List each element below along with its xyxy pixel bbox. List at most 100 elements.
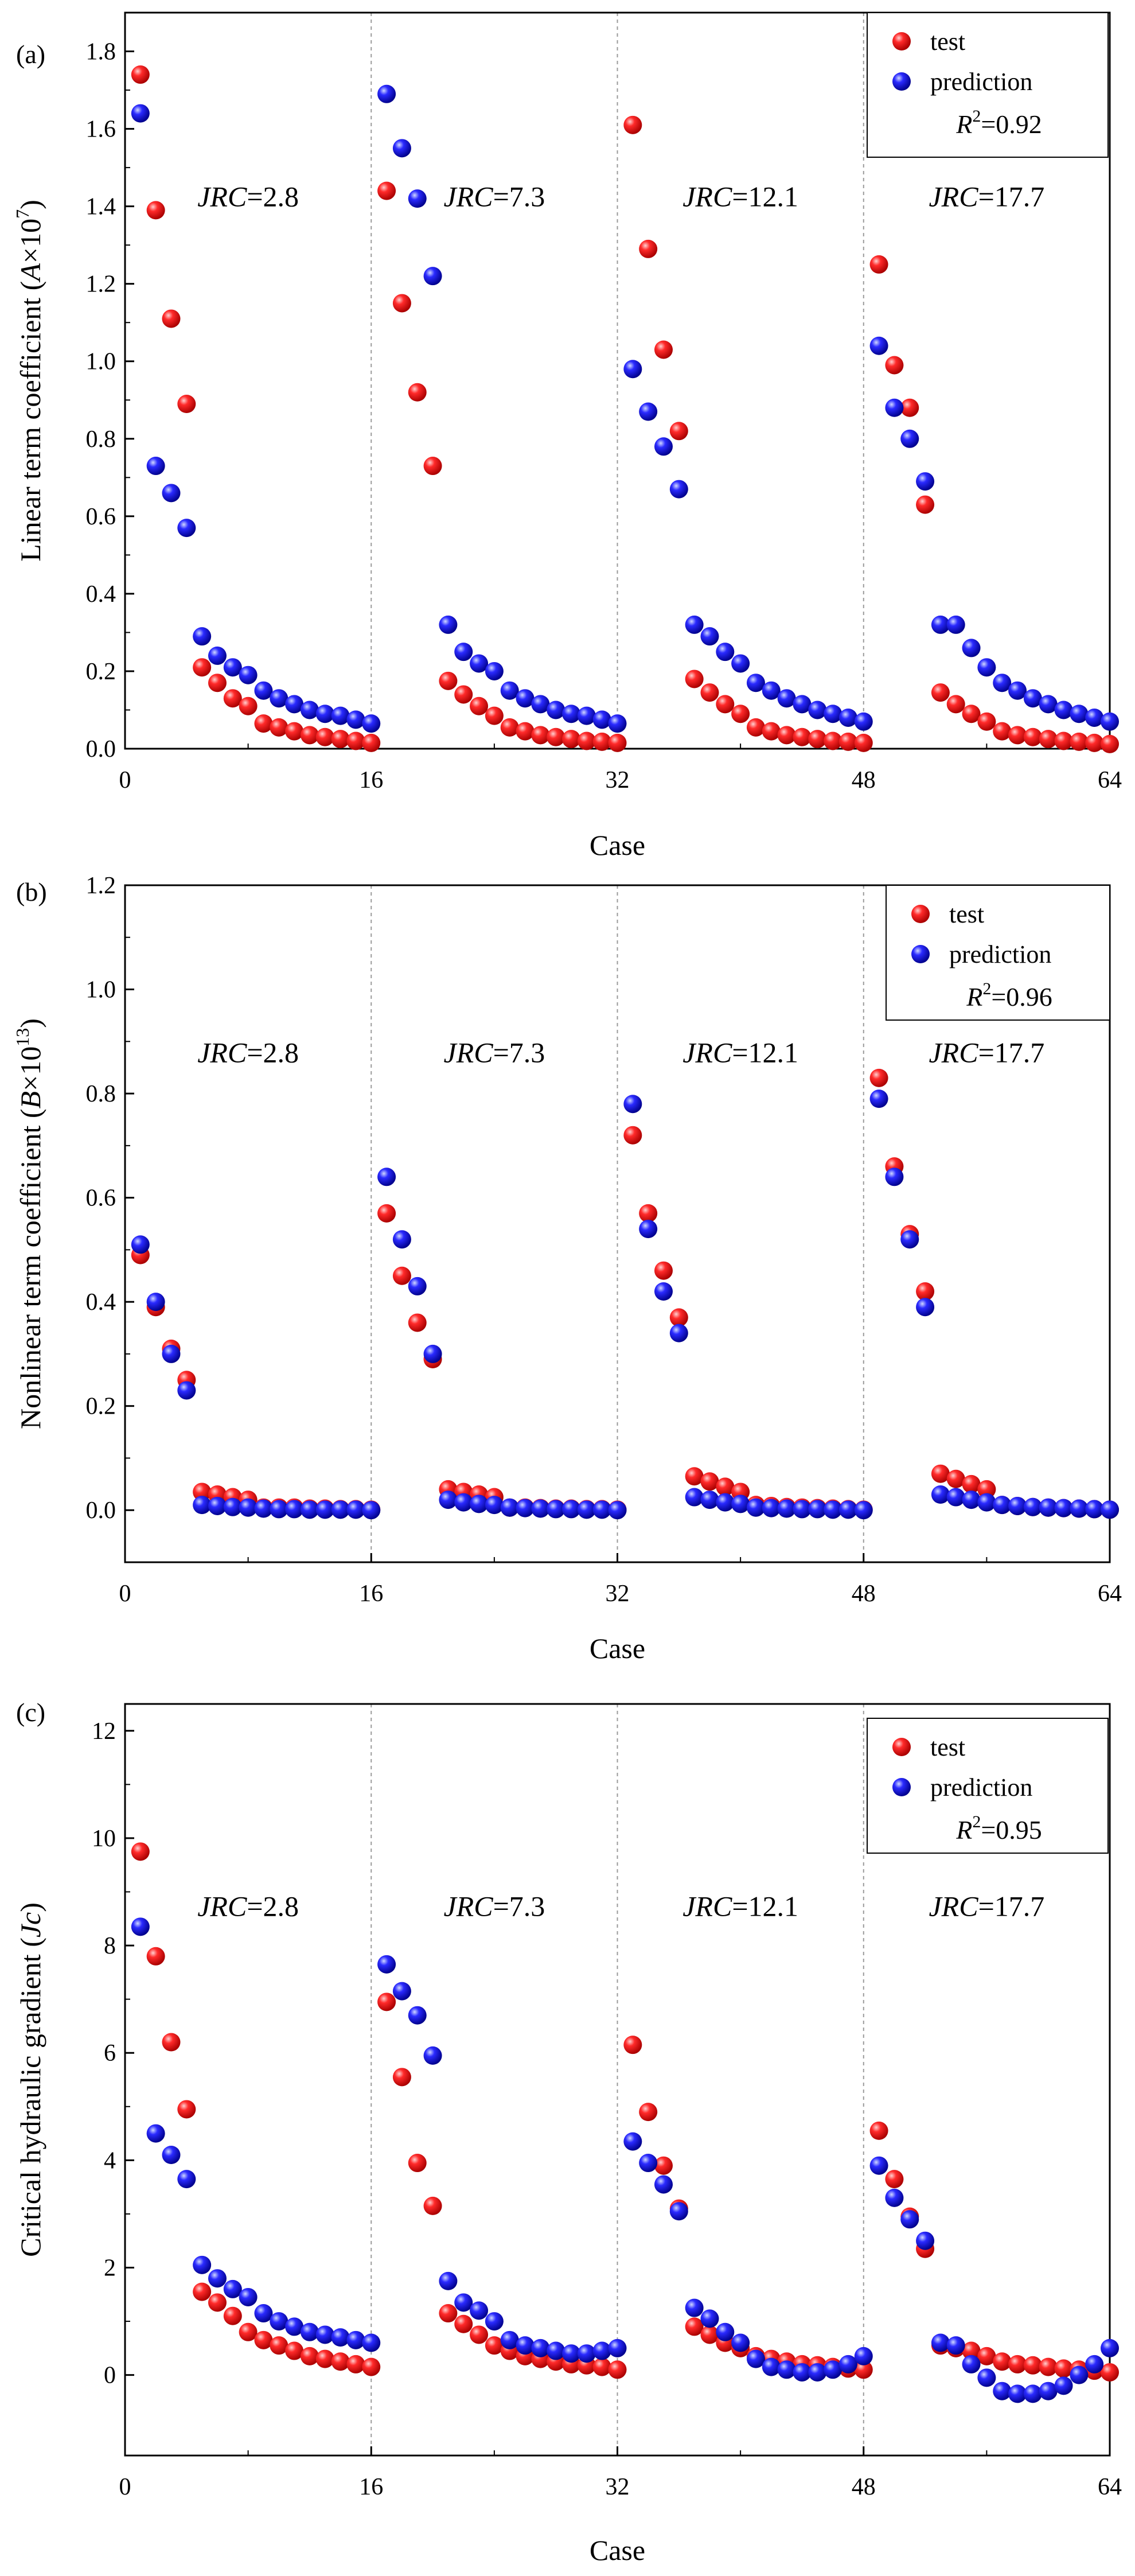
jrc-value: =7.3 [493,181,545,213]
prediction-point [669,2202,688,2221]
test-point [485,706,504,725]
y-tick-label: 0.6 [86,1185,116,1212]
test-point [1023,727,1042,746]
prediction-point [885,1168,904,1186]
test-point [639,1204,658,1223]
prediction-point [793,1500,812,1519]
prediction-point [777,2360,796,2379]
test-point [669,1308,688,1327]
prediction-point [285,695,304,714]
test-point [470,696,489,715]
test-point [946,1469,965,1488]
jrc-value: =7.3 [493,1890,545,1923]
y-axis-label-close: ) [14,200,46,209]
prediction-point [654,2175,673,2194]
prediction-point [470,654,489,673]
test-point [208,674,227,692]
y-tick-label: 0.0 [86,1497,116,1524]
prediction-point [531,2338,550,2357]
test-point [500,718,519,737]
prediction-point [685,615,704,634]
prediction-point [500,681,519,700]
test-point [408,2154,427,2173]
test-point [285,722,304,741]
prediction-point [700,1491,719,1509]
jrc-group-label: JRC=17.7 [929,1037,1044,1069]
prediction-point [700,627,719,646]
jrc-prefix: JRC [929,1890,978,1923]
prediction-point [639,402,658,421]
prediction-point [485,2312,504,2331]
r-squared-value: =0.96 [991,982,1052,1011]
prediction-point [793,695,812,714]
x-tick-label: 16 [359,767,383,793]
panel-label: (a) [16,40,45,69]
prediction-point [470,1495,489,1513]
prediction-point [962,2355,981,2373]
jrc-value: =17.7 [978,1890,1045,1923]
prediction-point [223,1497,242,1516]
test-point [793,727,812,746]
prediction-point [362,714,381,733]
prediction-point [131,1235,150,1254]
test-point [962,1474,981,1493]
r-squared-symbol: R [955,1815,972,1845]
prediction-point [669,480,688,499]
prediction-point [562,705,581,723]
prediction-point [669,1324,688,1343]
test-point [1008,726,1027,745]
prediction-point [869,336,888,355]
test-point [838,732,857,751]
prediction-point [254,2304,273,2323]
prediction-point [439,615,458,634]
y-tick-label: 1.4 [86,194,116,220]
test-point [869,255,888,274]
test-point [962,705,981,723]
test-point [685,2317,704,2336]
test-point [1008,2355,1027,2373]
prediction-point [516,1499,535,1517]
prediction-point [1054,1499,1073,1517]
x-tick-label: 48 [852,767,876,793]
prediction-point [854,1501,873,1520]
test-point [592,732,611,751]
prediction-point [623,2132,642,2151]
test-point [177,395,196,414]
prediction-point [470,2301,489,2320]
jrc-prefix: JRC [197,181,247,213]
test-point [608,733,627,752]
test-point [731,705,750,723]
prediction-point [500,1498,519,1517]
prediction-point [946,1488,965,1507]
prediction-point [315,2325,334,2344]
prediction-point [315,705,334,723]
test-point [654,1261,673,1280]
x-axis-label: Case [590,829,645,861]
test-point [439,671,458,690]
prediction-point [193,1496,212,1515]
test-point [1085,733,1104,752]
test-point [639,239,658,258]
prediction-point [177,2170,196,2189]
prediction-point [623,1095,642,1114]
y-axis-label-exponent: 7 [12,209,33,219]
test-point [285,2341,304,2360]
prediction-point [1085,1500,1104,1519]
x-tick-label: 16 [359,1581,383,1607]
prediction-point [639,2154,658,2173]
x-tick-label: 32 [606,2474,630,2500]
prediction-point [146,2124,165,2143]
legend-label: test [930,1733,965,1761]
prediction-point [485,1496,504,1515]
test-point [977,712,996,731]
jrc-group-label: JRC=2.8 [197,1890,299,1923]
x-axis-label: Case [590,1632,645,1664]
test-point [977,2347,996,2365]
test-point [977,1480,996,1499]
prediction-point [824,705,843,723]
test-point [685,1467,704,1486]
jrc-prefix: JRC [197,1037,247,1069]
y-tick-label: 1.6 [86,116,116,143]
test-point [824,731,843,750]
